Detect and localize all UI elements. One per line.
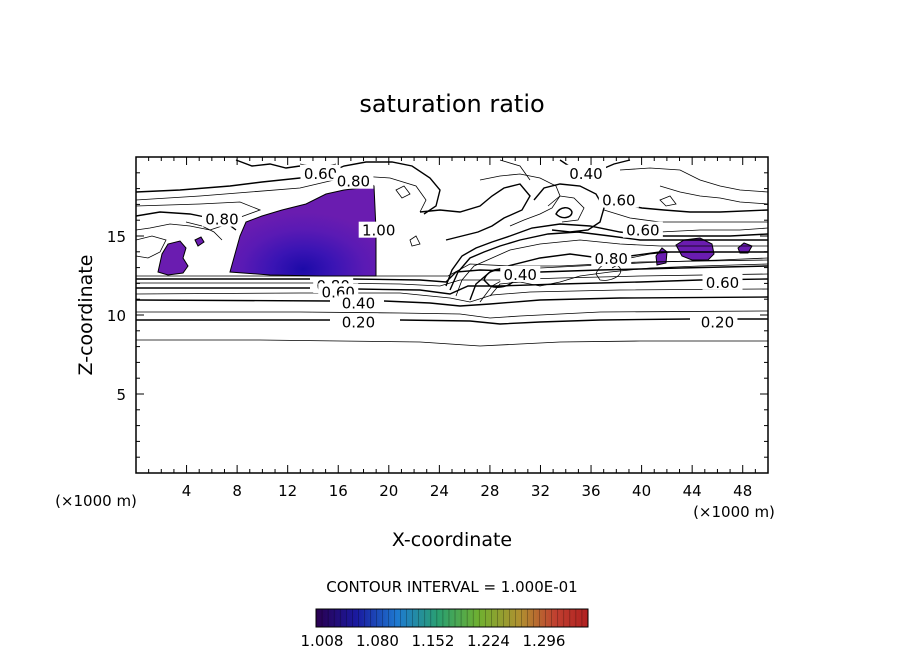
- contour-label: 0.80: [337, 173, 370, 191]
- contour-label-bg: [338, 294, 379, 311]
- contour-label-bg: [500, 265, 541, 282]
- supersaturated-region-main: [229, 180, 377, 277]
- x-axis-title: X-coordinate: [392, 529, 512, 551]
- y-axis-title: Z-coordinate: [75, 255, 97, 376]
- contour-label: 0.40: [569, 165, 602, 183]
- x-tick-label: 40: [632, 482, 651, 500]
- x-tick-labels: 4 8 12 16 20 24 28 32 36 40 44 48: [182, 482, 752, 500]
- x-tick-label: 36: [581, 482, 600, 500]
- supersaturated-region-small-1: [194, 236, 205, 247]
- contour-label: 0.60: [304, 165, 337, 183]
- x-tick-label: 16: [329, 482, 348, 500]
- contour-label-bg: [598, 191, 639, 208]
- contour-label-bg: [591, 250, 632, 267]
- x-tick-label: 20: [379, 482, 398, 500]
- colorbar-label: 1.080: [356, 632, 399, 650]
- contour-label-bg: [697, 313, 738, 330]
- x-tick-label: 12: [278, 482, 297, 500]
- colorbar-label: 1.152: [412, 632, 455, 650]
- x-tick-label: 24: [430, 482, 449, 500]
- x-tick-label: 44: [683, 482, 702, 500]
- x-tick-label: 28: [480, 482, 499, 500]
- x-tick-label: 48: [733, 482, 752, 500]
- contour-label: 0.20: [342, 313, 375, 331]
- colorbar-label: 1.224: [467, 632, 510, 650]
- supersaturated-region-right: [675, 237, 715, 261]
- colorbar-label: 1.008: [301, 632, 344, 650]
- contour-label-bg: [300, 164, 341, 181]
- contour-lines-mid: [445, 223, 768, 303]
- contour-label: 1.00: [362, 222, 395, 240]
- contour-label: 0.80: [205, 211, 238, 229]
- y-tick-label: 15: [107, 228, 126, 246]
- axis-ticks: [136, 157, 768, 473]
- contour-lines-lower: [136, 259, 768, 347]
- y-tick-label: 10: [107, 307, 126, 325]
- contour-label: 0.60: [706, 274, 739, 292]
- contour-label-bg: [333, 172, 374, 189]
- contour-label: 0.40: [504, 266, 537, 284]
- x-tick-label: 8: [232, 482, 242, 500]
- contour-lines-upper: [136, 159, 768, 259]
- x-tick-label: 4: [182, 482, 192, 500]
- contour-label-bg: [622, 221, 663, 238]
- contour-label-bg: [702, 273, 743, 290]
- contour-label: 0.80: [595, 250, 628, 268]
- x-unit-left: (×1000 m): [55, 492, 137, 510]
- contour-label: 0.40: [342, 294, 375, 312]
- plot-area: [136, 159, 768, 347]
- contour-label-bg: [358, 221, 399, 238]
- colorbar-label: 1.296: [523, 632, 566, 650]
- contour-label-bg: [201, 210, 242, 227]
- colorbar-ticks: [321, 609, 583, 627]
- chart-title: saturation ratio: [359, 90, 544, 118]
- y-tick-labels: 5 10 15: [107, 228, 126, 404]
- contour-label: 0.20: [701, 313, 734, 331]
- y-tick-label: 5: [116, 386, 126, 404]
- contour-label-bg: [338, 313, 379, 330]
- contour-interval-note: CONTOUR INTERVAL = 1.000E-01: [326, 578, 577, 596]
- supersaturated-region-left: [157, 240, 189, 276]
- x-unit-right: (×1000 m): [693, 503, 775, 521]
- x-tick-label: 32: [531, 482, 550, 500]
- colorbar-labels: 1.008 1.080 1.152 1.224 1.296: [301, 632, 566, 650]
- colorbar: [315, 608, 589, 628]
- contour-label-bg: [565, 164, 606, 181]
- contour-labels: 0.60 0.80 0.400.801.000.600.600.800.40 0.60…: [201, 164, 743, 331]
- contour-label: 0.60: [626, 222, 659, 240]
- contour-label: 0.60: [602, 192, 635, 210]
